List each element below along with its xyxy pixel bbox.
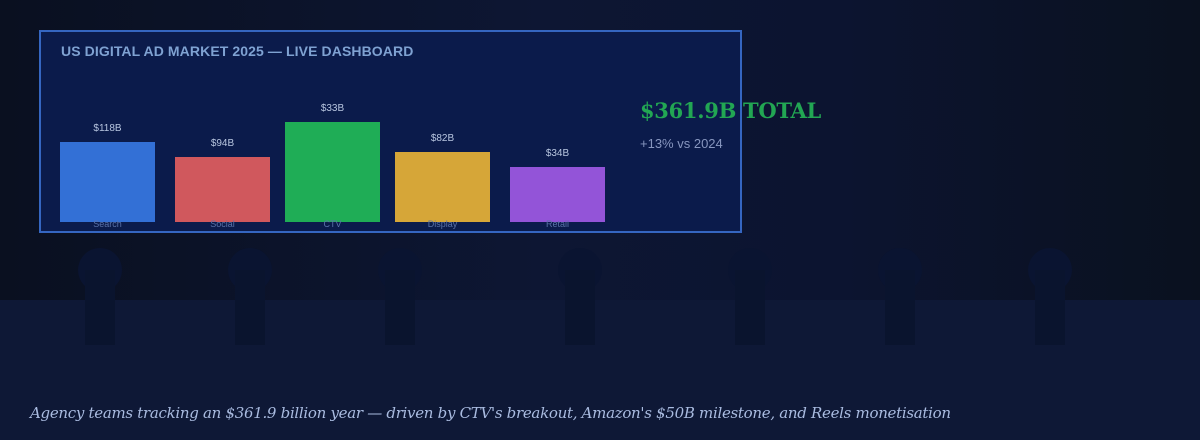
bar-fill <box>395 152 490 222</box>
bar-value: $33B <box>320 103 345 114</box>
bar-category: Display <box>427 219 458 229</box>
bar-display: $82B Display <box>395 122 490 229</box>
bar-category: Retail <box>545 219 569 229</box>
bar-search: $118B Search <box>60 122 155 229</box>
dashboard-panel: US DIGITAL AD MARKET 2025 — LIVE DASHBOA… <box>39 30 742 233</box>
dashboard-title: US DIGITAL AD MARKET 2025 — LIVE DASHBOA… <box>61 43 414 59</box>
bar-social: $94B Social <box>175 122 270 229</box>
bar-value: $118B <box>93 123 122 134</box>
yoy-change: +13% vs 2024 <box>640 136 723 151</box>
bar-ctv: $33B CTV <box>285 102 380 229</box>
bar-fill <box>510 167 605 222</box>
bar-category: Search <box>93 219 122 229</box>
bar-category: CTV <box>323 219 342 229</box>
total-value: $361.9B TOTAL <box>640 98 821 123</box>
bar-retail: $34B Retail <box>510 122 605 229</box>
bar-value: $34B <box>545 148 570 159</box>
bar-category: Social <box>210 219 235 229</box>
bar-fill <box>175 157 270 222</box>
caption: Agency teams tracking an $361.9 billion … <box>30 404 951 422</box>
background-floor <box>0 300 1200 440</box>
bar-value: $94B <box>210 138 235 149</box>
bar-fill <box>285 122 380 222</box>
bar-fill <box>60 142 155 222</box>
bar-value: $82B <box>430 133 455 144</box>
